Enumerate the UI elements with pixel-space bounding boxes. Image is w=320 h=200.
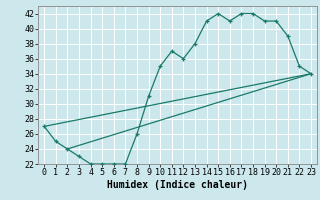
X-axis label: Humidex (Indice chaleur): Humidex (Indice chaleur) [107, 180, 248, 190]
